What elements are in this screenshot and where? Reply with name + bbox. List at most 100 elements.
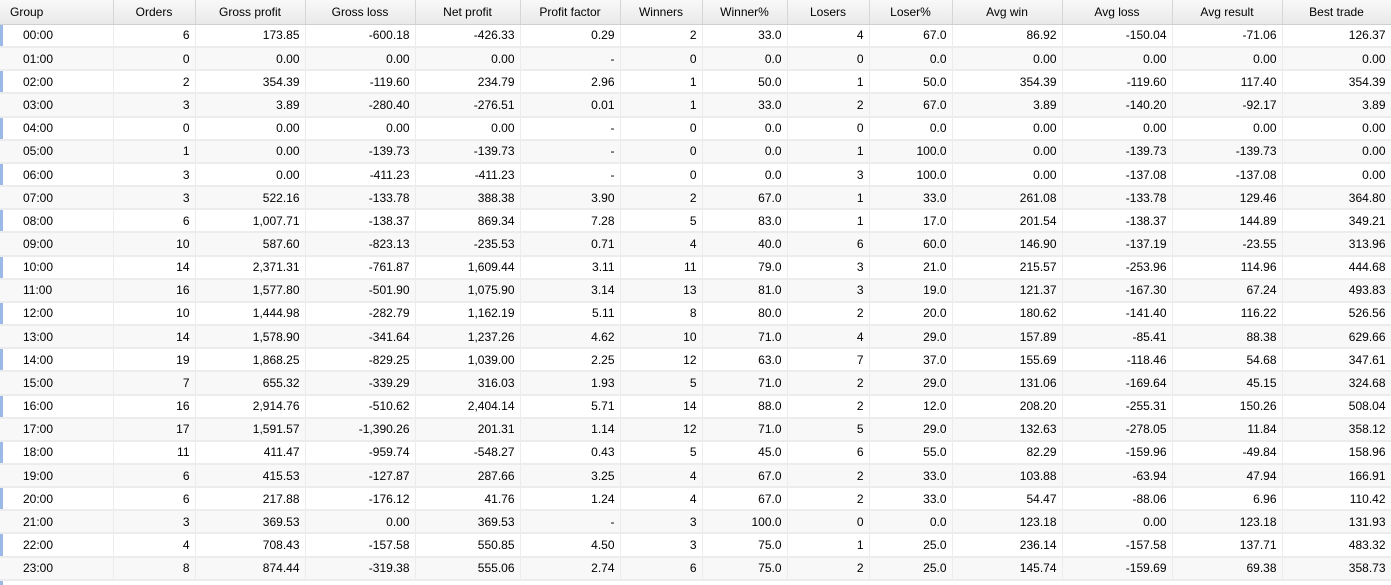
table-row[interactable]: 22:00 4 708.43 -157.58 550.85 4.50 3 75.0 1 25.0 2… <box>0 533 1391 558</box>
cell-gross-profit: 708.43 <box>195 533 306 558</box>
cell-profit-factor: 4.50 <box>520 533 621 558</box>
table-row[interactable]: 02:00 2 354.39 -119.60 234.79 2.96 1 50.0 1 50.0 3… <box>0 70 1391 95</box>
cell-winners: 4 <box>620 463 703 489</box>
cell-winner: 79.0 <box>702 255 788 280</box>
column-header-group[interactable]: Group <box>0 0 114 25</box>
cell-orders: 3 <box>113 510 196 535</box>
column-header-profit-factor[interactable]: Profit factor <box>520 0 621 25</box>
cell-group: 17:00 <box>0 417 114 442</box>
cell-avg-loss: -139.73 <box>1062 139 1173 164</box>
table-row[interactable]: 19:00 6 415.53 -127.87 287.66 3.25 4 67.0 2 33.0 1… <box>0 463 1391 489</box>
table-row[interactable]: 05:00 1 0.00 -139.73 -139.73-0 0.0 1 100.0 0.00-… <box>0 139 1391 164</box>
cell-avg-loss: -133.78 <box>1062 186 1173 211</box>
cell-winner: 33.0 <box>702 93 788 118</box>
column-header-net-profit[interactable]: Net profit <box>415 0 521 25</box>
cell-winner: 45.0 <box>702 440 788 465</box>
cell-profit-factor: 0.71 <box>520 232 621 257</box>
table-row[interactable]: 14:00 19 1,868.25 -829.25 1,039.00 2.25 12 63.0… <box>0 348 1391 373</box>
cell-gross-loss: -119.60 <box>305 70 416 95</box>
cell-avg-loss: -85.41 <box>1062 325 1173 350</box>
cell-gross-profit: 1,577.80 <box>195 278 306 303</box>
cell-avg-loss: -88.06 <box>1062 487 1173 512</box>
table-row[interactable]: 09:00 10 587.60 -823.13 -235.53 0.71 4 40.0 6 60.… <box>0 232 1391 257</box>
cell-avg-win: 54.47 <box>952 487 1063 512</box>
cell-best-trade: 629.66 <box>1282 325 1391 350</box>
table-row[interactable]: 03:00 3 3.89 -280.40 -276.51 0.01 1 33.0 2 67.0 3.… <box>0 93 1391 118</box>
cell-best-trade: 166.91 <box>1282 463 1391 489</box>
cell-best-trade: 0.00 <box>1282 162 1391 188</box>
cell-avg-win: 0.00 <box>952 47 1063 72</box>
table-row[interactable]: 23:00 8 874.44 -319.38 555.06 2.74 6 75.0 2 25.0 1… <box>0 556 1391 581</box>
table-row[interactable]: 00:00 6 173.85 -600.18 -426.33 0.29 2 33.0 4 67.0… <box>0 24 1391 49</box>
cell-loser: 67.0 <box>869 93 953 118</box>
table-row[interactable]: 18:00 11 411.47 -959.74 -548.27 0.43 5 45.0 6 55.… <box>0 440 1391 465</box>
cell-gross-loss: 0.00 <box>305 116 416 141</box>
column-header-avg-result[interactable]: Avg result <box>1172 0 1283 25</box>
cell-loser: 0.0 <box>869 47 953 72</box>
cell-winner: 75.0 <box>702 556 788 581</box>
cell-winners: 0 <box>620 162 703 188</box>
table-row[interactable]: 16:00 16 2,914.76 -510.62 2,404.14 5.71 14 88.0… <box>0 394 1391 419</box>
cell-losers: 0 <box>787 116 870 141</box>
table-row[interactable]: 13:00 14 1,578.90 -341.64 1,237.26 4.62 10 71.0… <box>0 325 1391 350</box>
cell-best-trade: 158.96 <box>1282 440 1391 465</box>
cell-avg-result: 69.38 <box>1172 556 1283 581</box>
column-header-losers[interactable]: Losers <box>787 0 870 25</box>
cell-avg-win: 131.06 <box>952 371 1063 396</box>
cell-group: 01:00 <box>0 47 114 72</box>
cell-winners: 5 <box>620 371 703 396</box>
column-header-gross-profit[interactable]: Gross profit <box>195 0 306 25</box>
cell-losers: 6 <box>787 232 870 257</box>
table-row[interactable]: 21:00 3 369.53 0.00 369.53-3 100.0 0 0.0 123.18 0… <box>0 510 1391 535</box>
cell-gross-loss: -282.79 <box>305 301 416 327</box>
cell-gross-profit: 0.00 <box>195 162 306 188</box>
cell-losers: 3 <box>787 278 870 303</box>
cell-avg-win: 155.69 <box>952 348 1063 373</box>
cell-best-trade: 444.68 <box>1282 255 1391 280</box>
cell-loser: 20.0 <box>869 301 953 327</box>
column-header-loser[interactable]: Loser% <box>869 0 953 25</box>
table-row[interactable]: 04:00 0 0.00 0.00 0.00-0 0.0 0 0.0 0.00 0.00 0.00 0… <box>0 116 1391 141</box>
table-row[interactable]: 15:00 7 655.32 -339.29 316.03 1.93 5 71.0 2 29.0 1… <box>0 371 1391 396</box>
cell-avg-loss: -138.37 <box>1062 209 1173 234</box>
cell-orders: 1 <box>113 139 196 164</box>
column-header-avg-win[interactable]: Avg win <box>952 0 1063 25</box>
cell-group: 03:00 <box>0 93 114 118</box>
cell-gross-profit: 1,591.57 <box>195 417 306 442</box>
table-row[interactable]: 12:00 10 1,444.98 -282.79 1,162.19 5.11 8 80.0 2… <box>0 301 1391 327</box>
cell-avg-loss: 0.00 <box>1062 510 1173 535</box>
table-row[interactable]: 06:00 3 0.00 -411.23 -411.23-0 0.0 3 100.0 0.00-… <box>0 162 1391 188</box>
cell-profit-factor: 5.71 <box>520 394 621 419</box>
cell-gross-loss: 0.00 <box>305 47 416 72</box>
cell-gross-loss: -761.87 <box>305 255 416 280</box>
cell-avg-result: 88.38 <box>1172 325 1283 350</box>
table-row[interactable]: 10:00 14 2,371.31 -761.87 1,609.44 3.11 11 79.0… <box>0 255 1391 280</box>
cell-avg-loss: -119.60 <box>1062 70 1173 95</box>
column-header-avg-loss[interactable]: Avg loss <box>1062 0 1173 25</box>
cell-net-profit: 0.00 <box>415 116 521 141</box>
column-header-winners[interactable]: Winners <box>620 0 703 25</box>
table-row[interactable]: 20:00 6 217.88 -176.12 41.76 1.24 4 67.0 2 33.0 54… <box>0 487 1391 512</box>
table-row[interactable]: 01:00 0 0.00 0.00 0.00-0 0.0 0 0.0 0.00 0.00 0.00 0… <box>0 47 1391 72</box>
cell-avg-win: 146.90 <box>952 232 1063 257</box>
cell-avg-loss: -150.04 <box>1062 24 1173 49</box>
cell-profit-factor: 4.62 <box>520 325 621 350</box>
column-header-winner[interactable]: Winner% <box>702 0 788 25</box>
table-row[interactable]: 08:00 6 1,007.71 -138.37 869.34 7.28 5 83.0 1 17.… <box>0 209 1391 234</box>
cell-group: 12:00 <box>0 301 114 327</box>
cell-avg-loss: -255.31 <box>1062 394 1173 419</box>
table-row[interactable]: 11:00 16 1,577.80 -501.90 1,075.90 3.14 13 81.0… <box>0 278 1391 303</box>
table-row[interactable]: 07:00 3 522.16 -133.78 388.38 3.90 2 67.0 1 33.0 2… <box>0 186 1391 211</box>
cell-group: 14:00 <box>0 348 114 373</box>
column-header-gross-loss[interactable]: Gross loss <box>305 0 416 25</box>
column-header-orders[interactable]: Orders <box>113 0 196 25</box>
table-row[interactable]: 17:00 17 1,591.57 -1,390.26 201.31 1.14 12 71.0… <box>0 417 1391 442</box>
cell-best-trade: 126.37 <box>1282 24 1391 49</box>
cell-avg-win: 0.00 <box>952 162 1063 188</box>
cell-gross-loss: -157.58 <box>305 533 416 558</box>
cell-losers: 1 <box>787 186 870 211</box>
cell-loser: 12.0 <box>869 394 953 419</box>
cell-orders: 6 <box>113 463 196 489</box>
cell-gross-profit: 522.16 <box>195 186 306 211</box>
column-header-best-trade[interactable]: Best trade <box>1282 0 1391 25</box>
